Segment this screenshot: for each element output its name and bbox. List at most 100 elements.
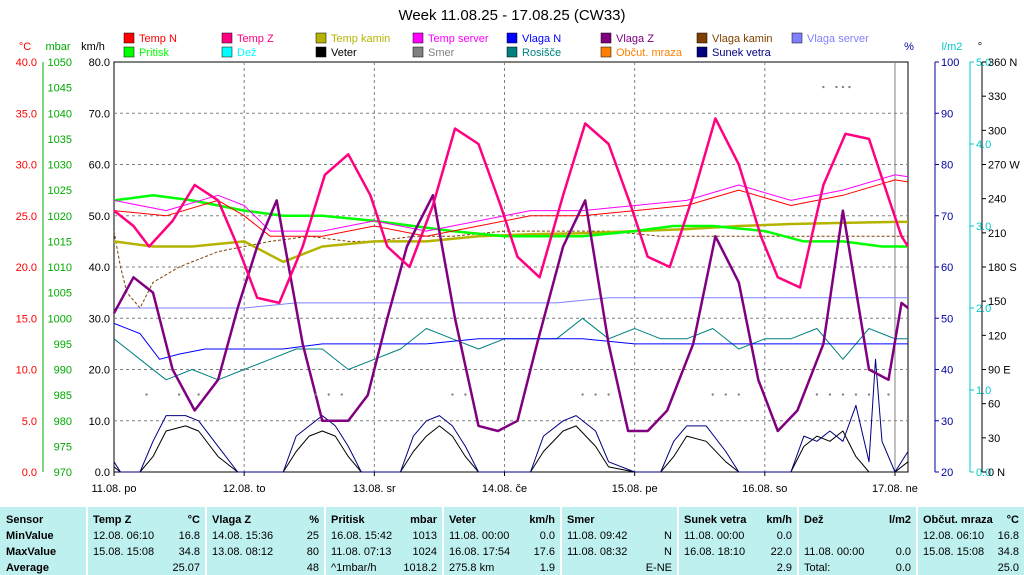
stats-timestamp: 11.08. 00:00 — [684, 530, 745, 542]
point-smer — [854, 393, 858, 396]
axis-tick-label: 30.0 — [16, 160, 37, 172]
axis-tick-label: 90 E — [988, 365, 1011, 377]
x-tick-label: 17.08. ne — [872, 483, 918, 495]
axis-tick-label: 0 N — [988, 467, 1005, 479]
point-smer — [594, 393, 597, 396]
legend-swatch — [696, 46, 708, 58]
axes: °C 40.0 35.0 30.0 25.0 20.0 15.0 10.0 5.0 0.0 mbar… — [16, 41, 1021, 495]
axis-tick-label: 330 — [988, 91, 1006, 103]
weather-chart: Week 11.08.25 - 17.08.25 (CW33) Temp N Te… — [16, 7, 1021, 495]
point-smer — [841, 85, 845, 89]
point-smer — [177, 393, 181, 396]
legend-swatch — [123, 46, 135, 58]
legend-label: Rosišče — [522, 47, 561, 59]
stats-timestamp: ^1mbar/h — [331, 562, 377, 574]
stats-timestamp: 13.08. 08:12 — [212, 546, 274, 558]
axis-tick-label: 70 — [941, 211, 953, 223]
legend-label: Veter — [331, 47, 357, 59]
axis-tick-label: 240 — [988, 194, 1006, 206]
point-smer — [828, 393, 832, 396]
axis-tick-label: 15.0 — [16, 313, 37, 325]
axis-tick-label: 2.0 — [976, 303, 991, 315]
axis-tick-label: 1005 — [48, 288, 72, 300]
stats-value: 0.0 — [895, 562, 911, 574]
stats-value: E-NE — [645, 562, 672, 574]
axis-unit-label: mbar — [45, 41, 70, 53]
stats-unit: °C — [187, 514, 200, 526]
stats-value: 48 — [306, 562, 319, 574]
axis-unit-label: ° — [978, 41, 982, 53]
series-line-temp-z — [113, 117, 910, 305]
stats-unit: °C — [1006, 514, 1019, 526]
axis-tick-label: 1045 — [48, 83, 72, 95]
stats-timestamp: 11.08. 00:00 — [449, 530, 510, 542]
point-smer — [841, 393, 845, 396]
axis-tick-label: 0.0 — [95, 467, 110, 479]
axis-tick-label: 1030 — [48, 160, 72, 172]
stats-timestamp: 11.08. 00:00 — [804, 546, 865, 558]
point-smer — [737, 393, 740, 396]
axis-tick-label: 5.0 — [22, 416, 37, 428]
axis-tick-label: 980 — [54, 416, 72, 428]
legend-label: Dež — [237, 47, 257, 59]
legend-label: Smer — [428, 47, 455, 59]
axis-tick-label: 10.0 — [89, 416, 110, 428]
axis-tick-label: 30 — [941, 416, 953, 428]
axis-tick-label: 70.0 — [89, 108, 110, 120]
stats-value: 1.9 — [539, 562, 555, 574]
stats-sensor-name: Dež — [804, 514, 824, 526]
stats-column-temp-z: Temp Z °C 12.08. 06:10 16.8 15.08. 15:08 34.8… — [88, 507, 205, 575]
axis-tick-label: 20.0 — [16, 262, 37, 274]
point-smer — [451, 393, 454, 396]
stats-timestamp: 16.08. 18:10 — [684, 546, 746, 558]
stats-row-label: MinValue — [6, 530, 54, 542]
statistics-panel: Sensor MinValue MaxValue Average Temp Z °C 12.… — [0, 505, 1024, 575]
axis-tick-label: 1010 — [48, 262, 72, 274]
legend-swatch — [600, 32, 612, 44]
series-line-vlaga-z — [112, 194, 909, 433]
axis-tick-label: 30.0 — [89, 313, 110, 325]
legend-swatch — [791, 32, 803, 44]
stats-value: 16.8 — [178, 530, 200, 542]
axis-tick-label: 60 — [941, 262, 953, 274]
axis-tick-label: 30 — [988, 433, 1000, 445]
axis-tick-label: 120 — [988, 330, 1006, 342]
axis-tick-label: 995 — [54, 339, 72, 351]
legend-swatch — [315, 32, 327, 44]
axis-tick-label: 360 N — [988, 57, 1017, 69]
stats-column-veter: Veter km/h 11.08. 00:00 0.0 16.08. 17:54 17.6… — [444, 507, 560, 575]
x-tick-label: 12.08. to — [223, 483, 266, 495]
stats-column-sunek-vetra: Sunek vetra km/h 11.08. 00:00 0.0 16.08. 18:… — [679, 507, 797, 575]
stats-row-labels: Sensor MinValue MaxValue Average — [0, 507, 86, 575]
legend-swatch — [315, 46, 327, 58]
axis-tick-label: 40.0 — [16, 57, 37, 69]
legend-swatch — [412, 46, 424, 58]
legend-label: Vlaga kamin — [712, 33, 773, 45]
x-tick-label: 15.08. pe — [612, 483, 658, 495]
stats-timestamp: 12.08. 06:10 — [93, 530, 155, 542]
axis-tick-label: 180 S — [988, 262, 1017, 274]
axis-tick-label: 300 — [988, 125, 1006, 137]
axis-tick-label: 40 — [941, 365, 953, 377]
point-smer — [848, 85, 851, 89]
stats-sensor-name: Temp Z — [93, 514, 132, 526]
stats-row-label: Average — [6, 562, 50, 574]
stats-column-vlaga-z: Vlaga Z% 14.08. 15:36 25 13.08. 08:12 80 48 — [207, 507, 324, 575]
legend-label: Vlaga server — [807, 33, 869, 45]
stats-timestamp: 14.08. 15:36 — [212, 530, 274, 542]
legend-label: Temp N — [139, 33, 177, 45]
gridlines — [114, 62, 908, 472]
stats-timestamp: 16.08. 17:54 — [449, 546, 511, 558]
stats-timestamp: 275.8 km — [449, 562, 495, 574]
stats-value: 80 — [306, 546, 319, 558]
legend-label: Temp kamin — [331, 33, 390, 45]
axis-tick-label: 1015 — [48, 236, 72, 248]
stats-value: 17.6 — [533, 546, 555, 558]
stats-timestamp: 15.08. 15:08 — [93, 546, 155, 558]
stats-sensor-name: Sunek vetra — [684, 514, 747, 526]
stats-unit: l/m2 — [888, 514, 911, 526]
legend-label: Temp Z — [237, 33, 274, 45]
stats-value: 1024 — [412, 546, 437, 558]
axis-unit-label: % — [904, 41, 914, 53]
legend-label: Sunek vetra — [712, 47, 772, 59]
